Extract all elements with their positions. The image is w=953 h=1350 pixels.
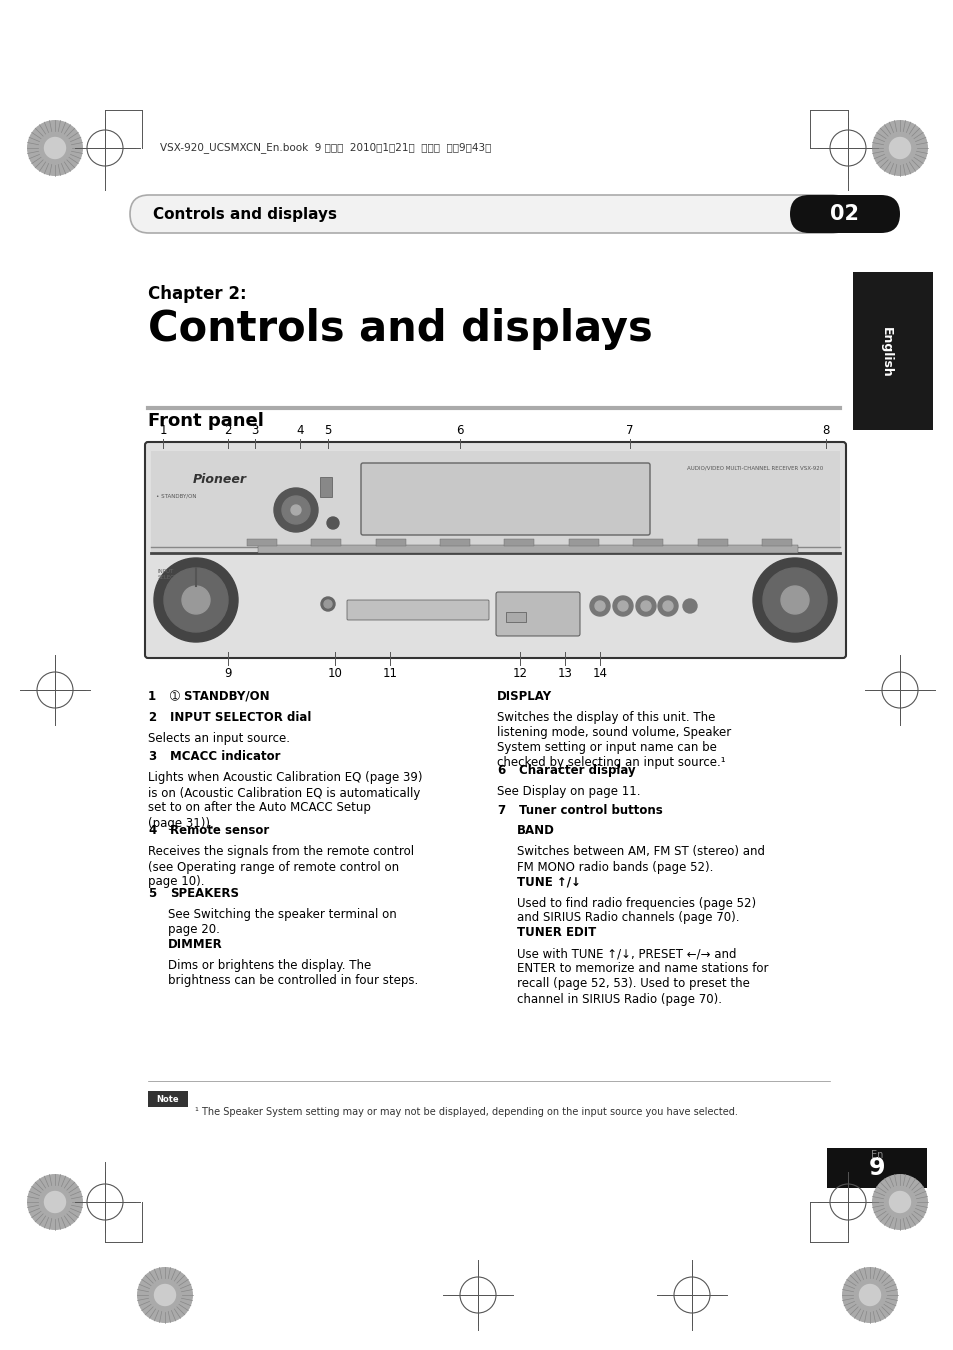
Text: Dims or brightens the display. The
brightness can be controlled in four steps.: Dims or brightens the display. The brigh… — [168, 958, 417, 987]
Text: 4: 4 — [148, 825, 156, 837]
Bar — [505, 612, 525, 622]
Text: 9: 9 — [868, 1156, 884, 1180]
Text: 11: 11 — [382, 667, 397, 680]
FancyBboxPatch shape — [496, 593, 579, 636]
FancyBboxPatch shape — [347, 599, 489, 620]
Text: DIMMER: DIMMER — [168, 938, 222, 950]
Bar — [568, 539, 598, 545]
Text: Used to find radio frequencies (page 52)
and SIRIUS Radio channels (page 70).: Used to find radio frequencies (page 52)… — [517, 896, 756, 925]
Text: ¹ The Speaker System setting may or may not be displayed, depending on the input: ¹ The Speaker System setting may or may … — [194, 1107, 737, 1116]
Bar — [148, 1091, 188, 1107]
Bar — [319, 477, 332, 497]
FancyBboxPatch shape — [145, 441, 845, 657]
Text: Controls and displays: Controls and displays — [148, 308, 652, 350]
Text: 13: 13 — [557, 667, 572, 680]
Circle shape — [858, 1284, 881, 1307]
Circle shape — [320, 597, 335, 612]
Circle shape — [640, 601, 650, 612]
Text: Controls and displays: Controls and displays — [152, 207, 336, 221]
Circle shape — [27, 120, 83, 176]
Text: Chapter 2:: Chapter 2: — [148, 285, 247, 302]
Text: 1: 1 — [159, 424, 167, 437]
Circle shape — [888, 136, 910, 159]
Circle shape — [324, 599, 332, 608]
FancyBboxPatch shape — [360, 463, 649, 535]
Text: BAND: BAND — [517, 825, 555, 837]
Text: MCACC indicator: MCACC indicator — [170, 751, 280, 764]
Text: ➀ STANDBY/ON: ➀ STANDBY/ON — [170, 690, 270, 703]
Text: AUDIO/VIDEO MULTI-CHANNEL RECEIVER VSX-920: AUDIO/VIDEO MULTI-CHANNEL RECEIVER VSX-9… — [686, 464, 822, 470]
Text: See Display on page 11.: See Display on page 11. — [497, 784, 639, 798]
Bar — [311, 539, 341, 545]
Text: VSX-920_UCSMXCN_En.book  9 ページ  2010年1月21日  木曜日  午前9時43分: VSX-920_UCSMXCN_En.book 9 ページ 2010年1月21日… — [160, 143, 491, 154]
Circle shape — [589, 595, 609, 616]
Text: 7: 7 — [497, 803, 504, 817]
Text: 14: 14 — [592, 667, 607, 680]
Text: Tuner control buttons: Tuner control buttons — [518, 803, 662, 817]
Circle shape — [274, 487, 317, 532]
Circle shape — [658, 595, 678, 616]
Circle shape — [841, 1268, 897, 1323]
Text: Lights when Acoustic Calibration EQ (page 39)
is on (Acoustic Calibration EQ is : Lights when Acoustic Calibration EQ (pag… — [148, 771, 422, 829]
Text: 7: 7 — [625, 424, 633, 437]
Text: 6: 6 — [497, 764, 505, 778]
Circle shape — [613, 595, 633, 616]
Bar — [826, 1148, 926, 1188]
Circle shape — [662, 601, 672, 612]
Text: English: English — [879, 327, 892, 378]
Bar — [504, 539, 534, 545]
Text: See Switching the speaker terminal on
page 20.: See Switching the speaker terminal on pa… — [168, 909, 396, 936]
Circle shape — [781, 586, 808, 614]
Bar — [375, 539, 405, 545]
Bar — [633, 539, 662, 545]
Text: 2: 2 — [148, 711, 156, 724]
Circle shape — [636, 595, 656, 616]
Text: INPUT SELECTOR dial: INPUT SELECTOR dial — [170, 711, 311, 724]
Circle shape — [164, 568, 228, 632]
Circle shape — [291, 505, 301, 514]
Text: 3: 3 — [148, 751, 156, 764]
Circle shape — [682, 599, 697, 613]
Bar — [761, 539, 791, 545]
Text: Switches between AM, FM ST (stereo) and
FM MONO radio bands (page 52).: Switches between AM, FM ST (stereo) and … — [517, 845, 764, 873]
Bar — [697, 539, 727, 545]
Circle shape — [871, 1174, 927, 1230]
Text: Note: Note — [156, 1095, 179, 1103]
Bar — [439, 539, 470, 545]
Text: TUNER EDIT: TUNER EDIT — [517, 926, 596, 940]
Bar — [151, 451, 840, 552]
Text: 12: 12 — [512, 667, 527, 680]
Circle shape — [752, 558, 836, 643]
Text: 5: 5 — [324, 424, 332, 437]
Circle shape — [153, 1284, 176, 1307]
Text: 8: 8 — [821, 424, 829, 437]
Text: • STANDBY/ON: • STANDBY/ON — [156, 493, 196, 498]
Text: Character display: Character display — [518, 764, 635, 778]
Circle shape — [282, 495, 310, 524]
Circle shape — [182, 586, 210, 614]
Circle shape — [618, 601, 627, 612]
Circle shape — [888, 1191, 910, 1214]
Circle shape — [871, 120, 927, 176]
FancyBboxPatch shape — [130, 194, 849, 234]
Text: 3: 3 — [251, 424, 258, 437]
Text: Selects an input source.: Selects an input source. — [148, 732, 290, 745]
Text: Remote sensor: Remote sensor — [170, 825, 269, 837]
Text: En: En — [870, 1150, 882, 1160]
Text: 1: 1 — [148, 690, 156, 703]
Text: 4: 4 — [296, 424, 303, 437]
Bar — [247, 539, 276, 545]
Text: Receives the signals from the remote control
(see Operating range of remote cont: Receives the signals from the remote con… — [148, 845, 414, 888]
Text: Switches the display of this unit. The
listening mode, sound volume, Speaker
Sys: Switches the display of this unit. The l… — [497, 711, 731, 770]
Circle shape — [27, 1174, 83, 1230]
Circle shape — [327, 517, 338, 529]
Text: TUNE ↑/↓: TUNE ↑/↓ — [517, 876, 580, 888]
Circle shape — [44, 1191, 66, 1214]
Text: 10: 10 — [327, 667, 342, 680]
Text: 9: 9 — [224, 667, 232, 680]
Text: 2: 2 — [224, 424, 232, 437]
Text: 02: 02 — [830, 204, 859, 224]
FancyBboxPatch shape — [789, 194, 899, 234]
Text: 6: 6 — [456, 424, 463, 437]
Text: Use with TUNE ↑/↓, PRESET ←/→ and
ENTER to memorize and name stations for
recall: Use with TUNE ↑/↓, PRESET ←/→ and ENTER … — [517, 948, 768, 1006]
